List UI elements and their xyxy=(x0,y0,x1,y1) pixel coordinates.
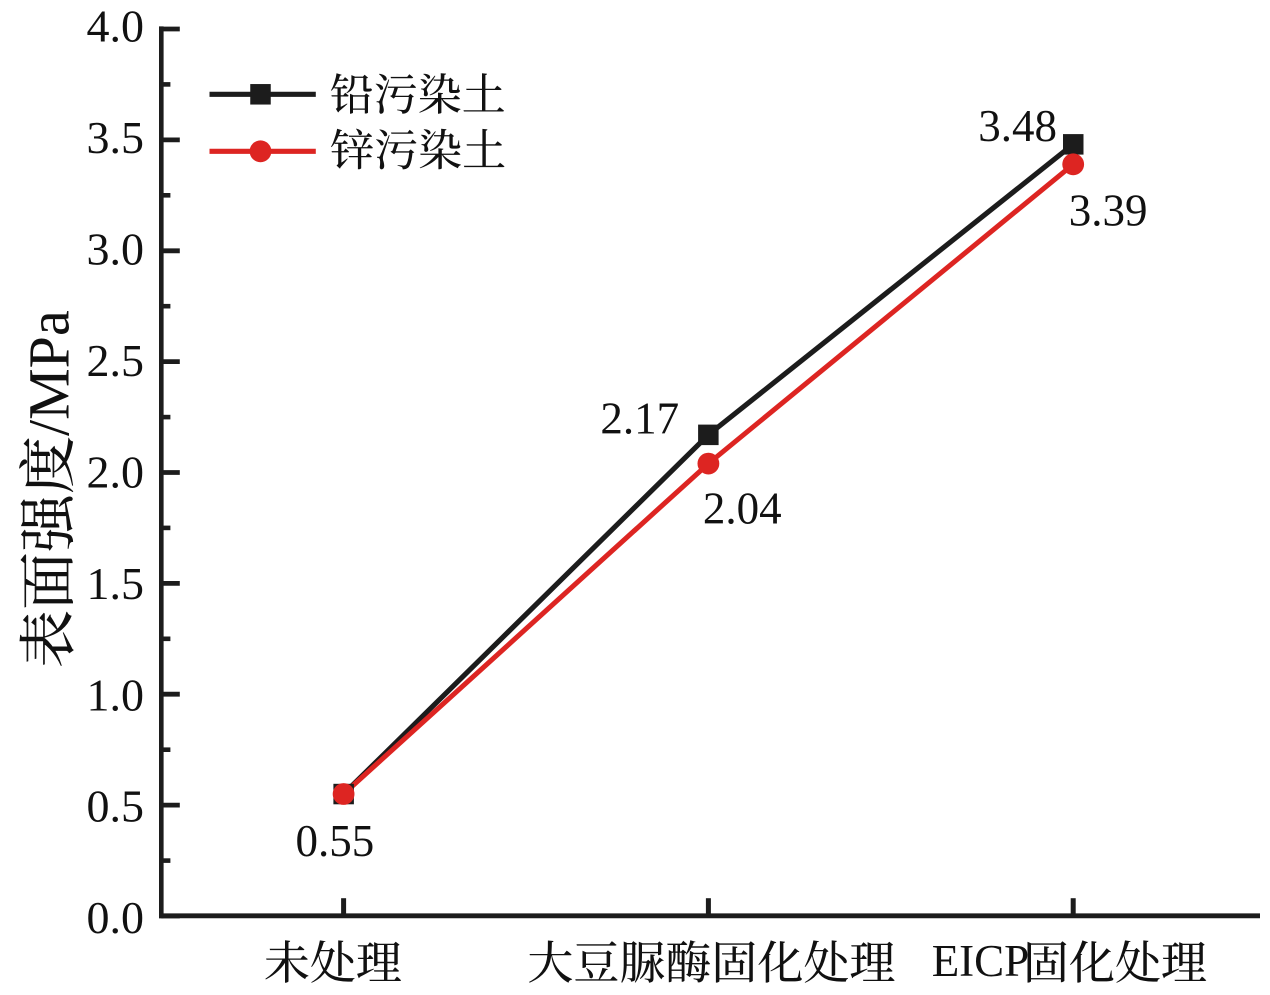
svg-text:3.39: 3.39 xyxy=(1069,185,1148,235)
svg-text:1.5: 1.5 xyxy=(87,558,145,609)
svg-text:2.5: 2.5 xyxy=(87,335,145,386)
svg-text:2.17: 2.17 xyxy=(600,393,679,443)
svg-text:4.0: 4.0 xyxy=(87,1,145,52)
svg-text:0.0: 0.0 xyxy=(87,892,145,943)
svg-text:3.48: 3.48 xyxy=(978,101,1057,151)
svg-text:2.0: 2.0 xyxy=(87,446,145,497)
svg-text:2.04: 2.04 xyxy=(703,483,782,533)
svg-text:EICP: EICP xyxy=(932,936,1030,986)
svg-text:1.0: 1.0 xyxy=(87,669,145,720)
svg-text:0.5: 0.5 xyxy=(87,781,145,832)
svg-text:3.0: 3.0 xyxy=(87,223,145,274)
svg-text:/MPa: /MPa xyxy=(17,310,82,436)
svg-text:0.55: 0.55 xyxy=(296,816,375,866)
svg-text:3.5: 3.5 xyxy=(87,112,145,163)
